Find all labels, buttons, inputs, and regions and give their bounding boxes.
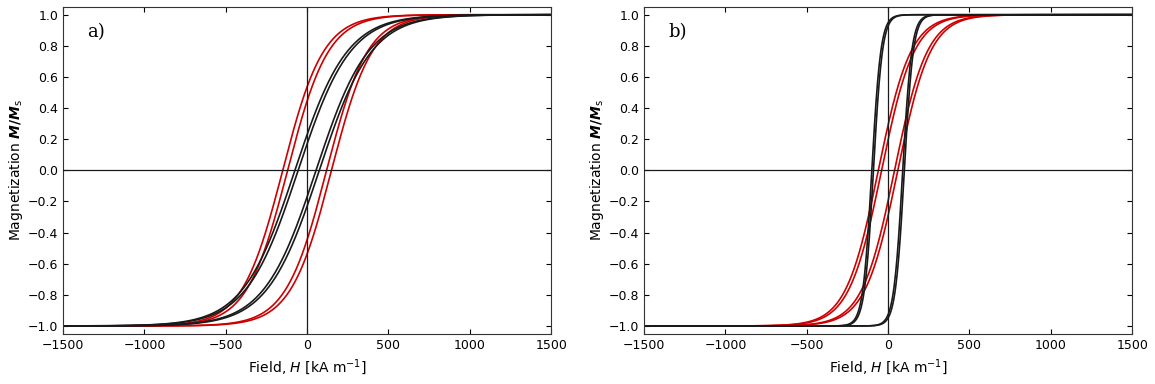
Y-axis label: Magnetization $\boldsymbol{M/M}_{\mathrm{s}}$: Magnetization $\boldsymbol{M/M}_{\mathrm… <box>588 99 606 242</box>
Y-axis label: Magnetization $\boldsymbol{M/M}_{\mathrm{s}}$: Magnetization $\boldsymbol{M/M}_{\mathrm… <box>7 99 25 242</box>
X-axis label: Field, $H$ [kA m$^{-1}$]: Field, $H$ [kA m$^{-1}$] <box>247 357 366 377</box>
Text: a): a) <box>88 23 105 41</box>
Text: b): b) <box>669 23 687 41</box>
X-axis label: Field, $H$ [kA m$^{-1}$]: Field, $H$ [kA m$^{-1}$] <box>829 357 947 377</box>
